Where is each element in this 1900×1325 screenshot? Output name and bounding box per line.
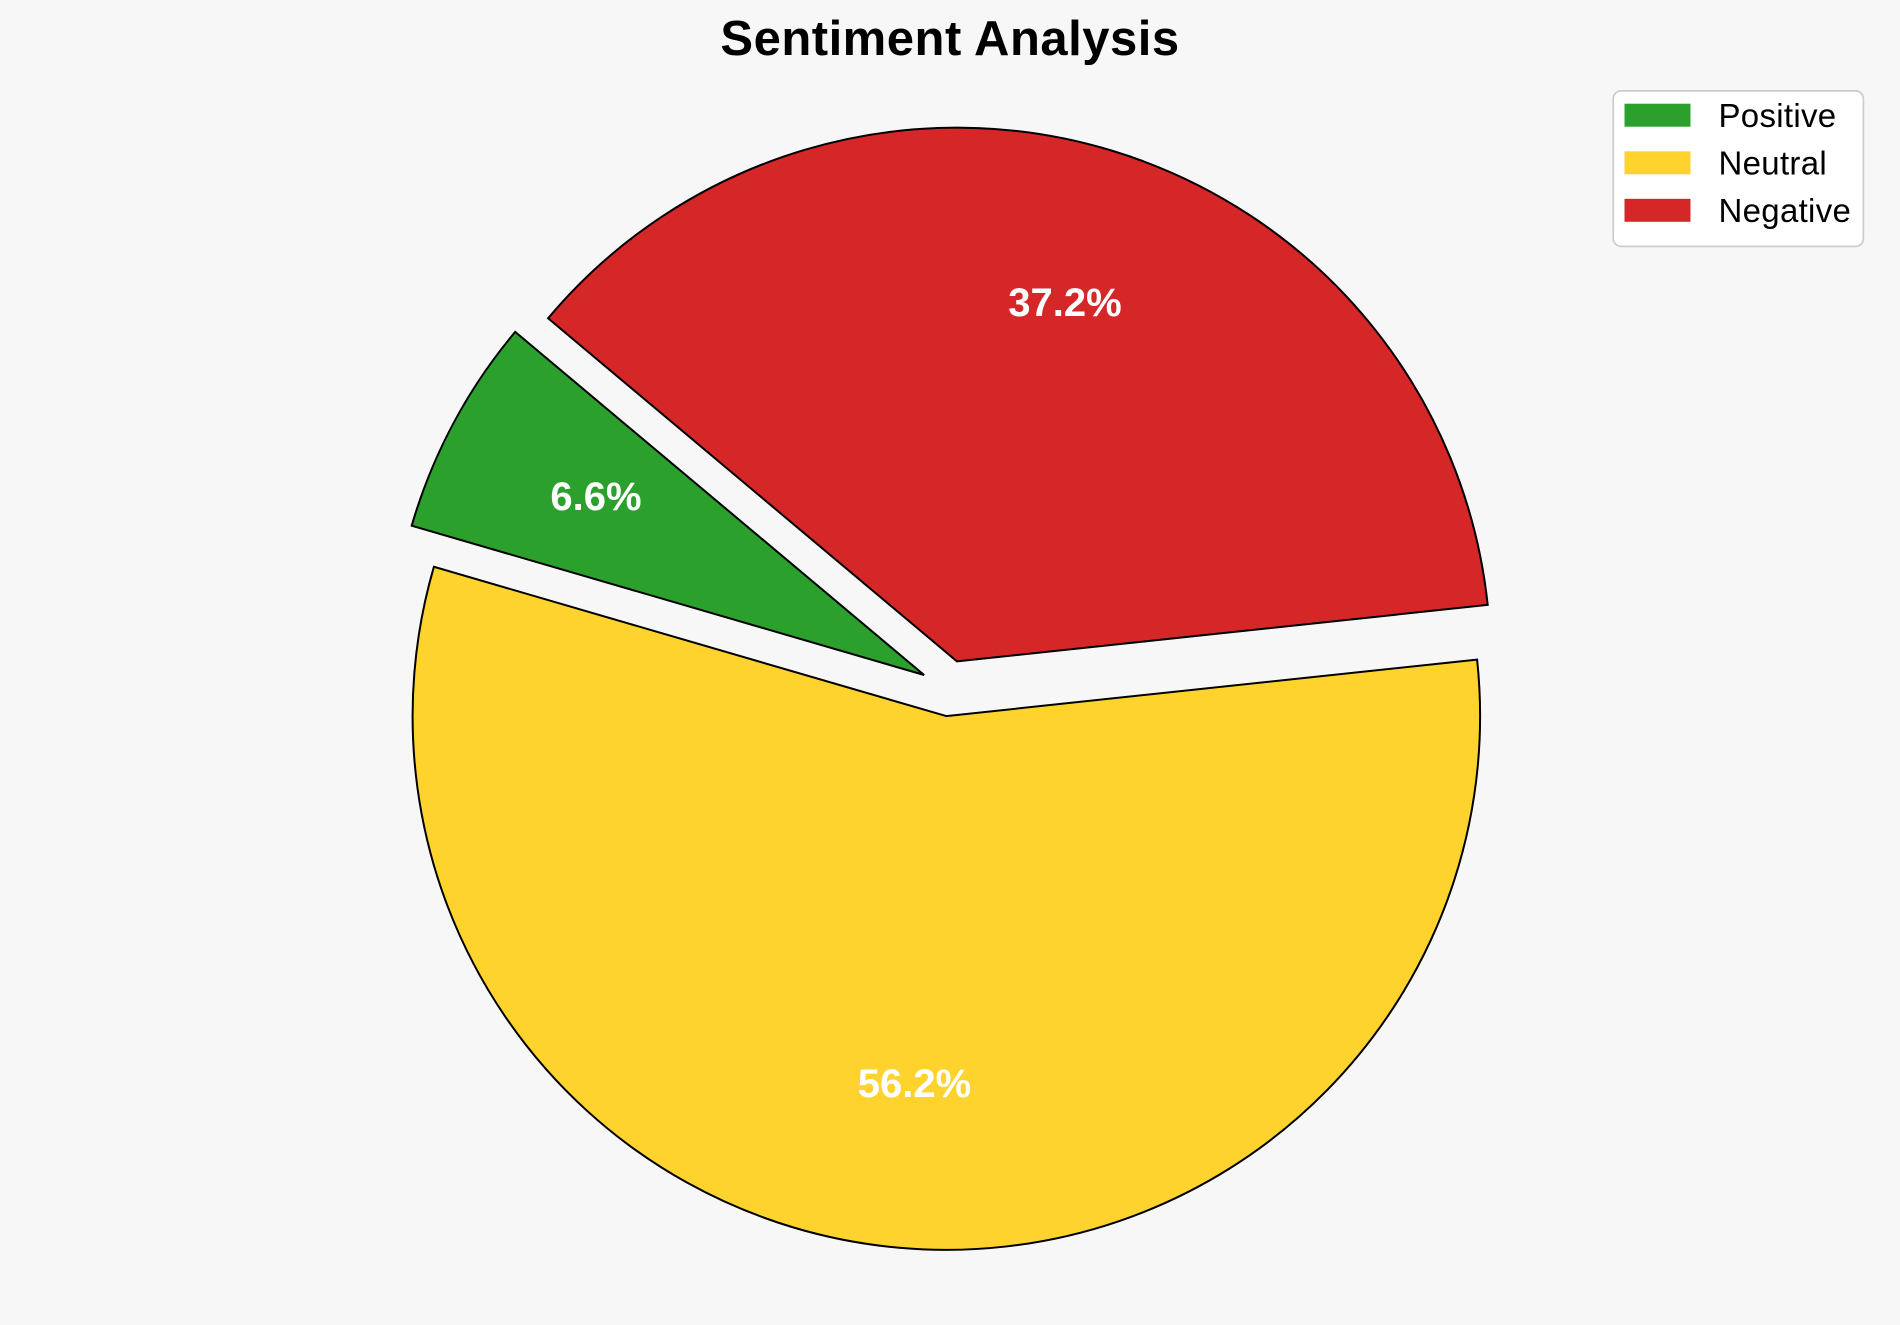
svg-text:Positive: Positive [1719, 97, 1837, 134]
svg-text:6.6%: 6.6% [550, 475, 641, 519]
svg-text:Negative: Negative [1719, 192, 1852, 229]
svg-text:Sentiment Analysis: Sentiment Analysis [720, 12, 1179, 66]
svg-text:Neutral: Neutral [1719, 144, 1827, 181]
svg-text:37.2%: 37.2% [1008, 281, 1121, 325]
svg-text:56.2%: 56.2% [858, 1062, 971, 1106]
